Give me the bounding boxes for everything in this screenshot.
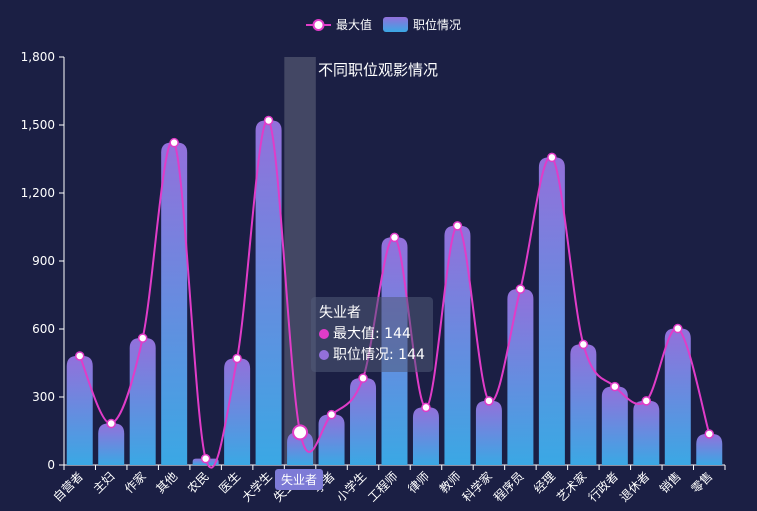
line-point [578, 339, 589, 350]
x-tick-label: 工程师 [365, 469, 401, 505]
x-tick-label: 小学生 [333, 469, 369, 505]
axis-pointer-label: 失业者 [275, 469, 324, 490]
x-tick-label: 大学生 [239, 469, 275, 505]
bar [287, 432, 314, 465]
line-point [547, 152, 557, 163]
line-point [515, 284, 526, 294]
line-point [610, 381, 620, 392]
line-point [200, 453, 211, 464]
legend-bar-swatch [383, 17, 408, 32]
line-point [641, 396, 652, 406]
y-tick-label: 1,200 [21, 186, 55, 200]
legend-line-marker [312, 19, 325, 31]
y-tick-label: 1,800 [21, 50, 55, 64]
bar [412, 407, 439, 465]
y-tick-label: 900 [32, 254, 55, 268]
line-point [74, 351, 85, 361]
bar [129, 338, 156, 465]
bar [255, 120, 282, 465]
x-tick-label: 经理 [531, 469, 558, 496]
bar [350, 378, 377, 465]
line-point [326, 409, 337, 420]
legend-label-job: 职位情况 [413, 17, 461, 32]
bar [66, 355, 93, 465]
x-tick-label: 艺术家 [553, 469, 589, 505]
x-tick-label: 退休者 [617, 469, 652, 504]
tooltip-title: 失业者 [319, 305, 361, 321]
x-tick-label: 其他 [153, 469, 180, 496]
y-tick-label: 300 [32, 390, 55, 404]
bar [318, 414, 345, 465]
legend-label-max: 最大值 [336, 17, 372, 32]
x-tick-label: 科学家 [459, 469, 495, 505]
line-point [263, 115, 274, 126]
x-tick-label: 程序员 [490, 469, 526, 505]
bar [507, 289, 534, 465]
y-tick-label: 0 [47, 458, 55, 472]
x-tick-label: 主妇 [90, 469, 117, 496]
line-point [292, 424, 309, 441]
axis-pointer-band [284, 57, 316, 465]
bar [696, 433, 723, 465]
tooltip-dot-max [319, 329, 329, 339]
x-tick-label: 教师 [436, 469, 464, 497]
x-tick-label: 律师 [405, 469, 432, 496]
tooltip-dot-job [319, 350, 329, 360]
bar [538, 157, 565, 465]
bar [475, 400, 502, 465]
x-tick-label: 销售 [656, 469, 684, 497]
y-tick-label: 1,500 [21, 118, 55, 132]
line-point [358, 373, 368, 383]
bar [570, 344, 597, 465]
tooltip-row-job: 职位情况: 144 [319, 345, 425, 366]
line-point [673, 323, 683, 334]
line-point [169, 137, 179, 148]
line-point [452, 221, 463, 231]
x-tick-label: 行政者 [586, 469, 621, 504]
tooltip: 失业者 最大值: 144 职位情况: 144 [311, 297, 433, 372]
x-tick-label: 自营者 [50, 469, 85, 504]
line-point [232, 353, 242, 364]
bar [161, 142, 188, 465]
line-point [137, 333, 148, 343]
x-tick-label: 零售 [688, 469, 716, 497]
bar [601, 386, 628, 465]
tooltip-row-max: 最大值: 144 [319, 324, 425, 345]
line-point [106, 418, 116, 429]
tooltip-row-job-label: 职位情况: 144 [333, 347, 425, 363]
line-point [484, 396, 494, 406]
bar [98, 423, 125, 465]
bar [224, 358, 251, 465]
bar [633, 400, 660, 465]
x-tick-label: 医生 [216, 469, 243, 496]
y-tick-label: 600 [32, 322, 55, 336]
bar [444, 225, 471, 465]
x-tick-label: 作家 [121, 469, 149, 497]
line-point [704, 429, 715, 439]
bar [664, 328, 691, 465]
line-point [421, 402, 431, 413]
x-tick-label: 农民 [185, 469, 212, 496]
tooltip-row-max-label: 最大值: 144 [333, 326, 411, 342]
line-point [389, 232, 400, 243]
chart-title: 不同职位观影情况 [318, 61, 438, 79]
